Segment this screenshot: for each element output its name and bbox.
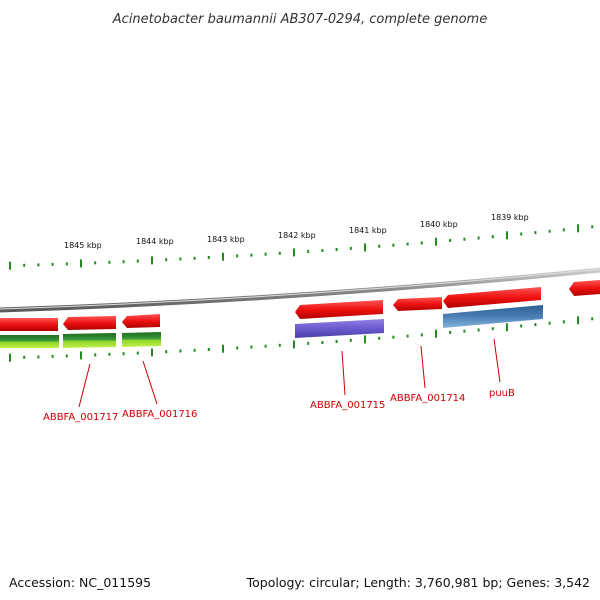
gene-label[interactable]: ABBFA_001715 [310, 400, 385, 411]
tick-label: 1843 kbp [207, 235, 245, 244]
gene-arrow[interactable] [443, 287, 541, 308]
gene-label[interactable]: ABBFA_001714 [390, 393, 465, 404]
gene-arrow[interactable] [295, 300, 383, 319]
kbp-labels: 1845 kbp 1844 kbp 1843 kbp 1842 kbp 1841… [64, 213, 529, 250]
gene-arrow[interactable] [393, 297, 442, 311]
tick-label: 1841 kbp [349, 226, 387, 235]
gene-label[interactable]: ABBFA_001716 [122, 409, 197, 420]
tick-label: 1839 kbp [491, 213, 529, 222]
genome-backbone-highlight [0, 268, 600, 310]
accession-text: Accession: NC_011595 [9, 575, 151, 590]
gene-arrow[interactable] [0, 318, 58, 331]
inner-tick-ring [9, 316, 594, 362]
leader-line [420, 345, 426, 389]
gene-track-red [0, 280, 600, 331]
cds-block[interactable] [122, 332, 161, 347]
tick-label: 1845 kbp [64, 241, 102, 250]
label-leaders [78, 338, 501, 408]
gene-label[interactable]: puuB [489, 388, 515, 399]
leader-line [341, 350, 346, 396]
cds-block[interactable] [63, 333, 116, 348]
tick-label: 1844 kbp [136, 237, 174, 246]
cds-block[interactable] [295, 319, 384, 338]
gene-label[interactable]: ABBFA_001717 [43, 412, 118, 423]
cds-block[interactable] [0, 335, 59, 348]
map-title: Acinetobacter baumannii AB307-0294, comp… [112, 12, 487, 27]
genome-summary-text: Topology: circular; Length: 3,760,981 bp… [246, 575, 590, 590]
gene-labels: ABBFA_001717 ABBFA_001716 ABBFA_001715 A… [43, 388, 515, 423]
tick-label: 1842 kbp [278, 231, 316, 240]
gene-arrow[interactable] [63, 316, 116, 330]
gene-arrow[interactable] [122, 314, 160, 328]
leader-line [142, 360, 158, 405]
tick-label: 1840 kbp [420, 220, 458, 229]
cds-track [0, 305, 543, 348]
outer-tick-ring [9, 224, 594, 270]
cds-block[interactable] [443, 305, 543, 328]
gene-arrow[interactable] [569, 280, 600, 296]
leader-line [493, 338, 501, 383]
genome-backbone [0, 267, 600, 313]
leader-line [78, 363, 91, 408]
